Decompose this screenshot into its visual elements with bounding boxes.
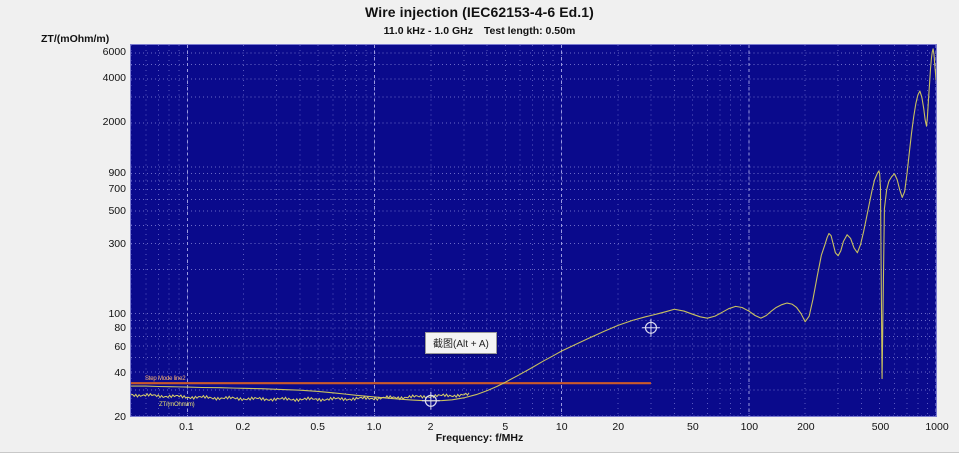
- y-tick-label: 300: [108, 237, 126, 250]
- plot-area[interactable]: Step Mode line2 ZT/(mOhm/m): [130, 44, 937, 417]
- y-axis-ticks: 20 40 60 80 100 300 500 700 900 2000 4000 6000: [0, 0, 126, 453]
- y-tick-label: 500: [108, 205, 126, 218]
- screenshot-tooltip: 截图(Alt + A): [425, 332, 497, 354]
- marker-layer: [421, 318, 660, 410]
- y-tick-label: 100: [108, 308, 126, 320]
- x-tick-label: 200: [797, 421, 815, 433]
- x-tick-label: 10: [555, 421, 568, 433]
- x-tick-label: 2: [427, 421, 434, 433]
- x-tick-label: 0.2: [235, 421, 251, 433]
- legend-limit-label: Step Mode line2: [145, 375, 186, 382]
- y-tick-label: 4000: [102, 71, 126, 84]
- trace-layer: [131, 48, 936, 403]
- y-tick-label: 20: [114, 411, 126, 423]
- x-tick-label: 1000: [925, 421, 949, 433]
- x-tick-label: 5: [502, 421, 509, 433]
- y-tick-label: 2000: [102, 116, 126, 129]
- x-tick-label: 50: [687, 421, 699, 433]
- y-axis-label: ZT/(mOhm/m): [41, 33, 110, 45]
- x-tick-label: 500: [871, 421, 890, 433]
- legend-trace-label: ZT/(mOhm/m): [159, 402, 195, 409]
- y-tick-label: 6000: [102, 46, 126, 58]
- chart-title: Wire injection (IEC62153-4-6 Ed.1): [365, 4, 594, 20]
- x-tick-label: 0.1: [179, 421, 194, 433]
- grid-layer: [131, 45, 936, 416]
- x-axis-label: Frequency: f/MHz: [435, 432, 524, 444]
- x-tick-label: 100: [740, 421, 759, 433]
- chart-subtitle: 11.0 kHz - 1.0 GHz Test length: 0.50m: [0, 25, 959, 37]
- frequency-range-text: 11.0 kHz - 1.0 GHz: [383, 25, 473, 37]
- x-tick-label: 20: [612, 421, 625, 433]
- x-tick-label: 1.0: [366, 421, 382, 433]
- y-tick-label: 80: [114, 322, 126, 335]
- y-tick-label: 700: [108, 183, 126, 196]
- x-tick-label: 0.5: [310, 421, 325, 433]
- y-tick-label: 900: [108, 167, 126, 180]
- test-length-text: Test length: 0.50m: [483, 25, 576, 37]
- y-tick-label: 60: [114, 340, 126, 353]
- y-tick-label: 40: [114, 366, 126, 379]
